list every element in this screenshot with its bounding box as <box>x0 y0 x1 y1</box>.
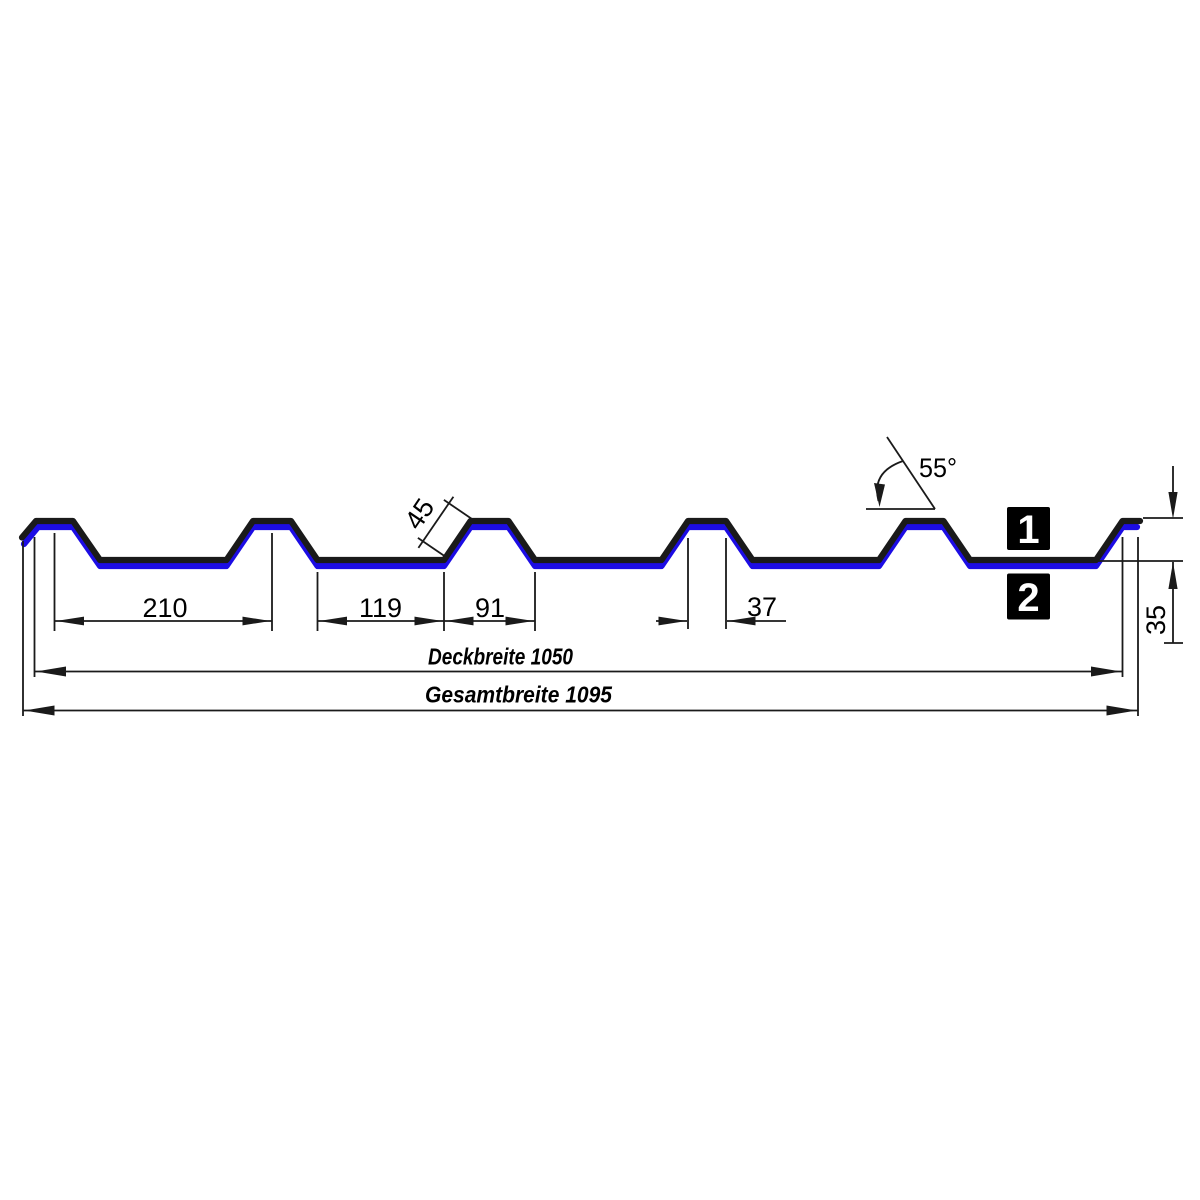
dimension-label-overall-width: Gesamtbreite 1095 <box>425 682 613 708</box>
arrowhead-right <box>242 616 271 626</box>
arrowhead-up <box>1168 562 1178 589</box>
dimension-flank-angle: 55° <box>866 436 957 510</box>
arrowhead-left <box>56 616 84 626</box>
arrowhead-left <box>36 666 66 677</box>
dimension-overall-width: Gesamtbreite 1095 <box>23 682 1138 716</box>
dimension-rib-pitch: 210 <box>54 593 272 626</box>
dimension-valley-width: 119 <box>317 593 444 626</box>
dimension-value-rib-pitch: 210 <box>142 593 187 623</box>
marker-top-face-box <box>1007 507 1050 550</box>
dimension-label-cover-width: Deckbreite 1050 <box>428 644 573 670</box>
profile-underside-line <box>20 523 1141 570</box>
arrowhead-left <box>319 616 347 626</box>
arrowhead-left <box>658 616 687 626</box>
dimension-value-profile-height: 35 <box>1141 605 1171 635</box>
dimension-profile-height: 35 <box>1098 466 1183 644</box>
dimension-value-rib-top: 37 <box>747 592 777 622</box>
profile-top-line <box>18 517 1144 564</box>
dimension-flank-length: 45 <box>399 493 476 560</box>
face-markers: 1 2 <box>1007 507 1050 620</box>
arrowhead-left <box>24 705 55 716</box>
arrowhead-right <box>1106 705 1137 716</box>
arrowhead-right <box>505 616 534 626</box>
marker-bottom-face-box <box>1007 573 1050 620</box>
angle-arrowhead <box>874 483 885 507</box>
tick-bottom <box>417 537 450 560</box>
angle-slant-line <box>886 436 936 510</box>
tick-top <box>443 499 476 522</box>
dimension-rib-base: 91 <box>444 593 535 626</box>
arrowhead-right <box>1091 666 1121 677</box>
dimension-value-valley-width: 119 <box>359 593 402 623</box>
arrowhead-right <box>414 616 443 626</box>
arrowhead-down <box>1168 492 1178 519</box>
arrowhead-left <box>445 616 474 626</box>
dimension-rib-top: 37 <box>656 592 786 626</box>
dimension-cover-width: Deckbreite 1050 <box>34 644 1123 677</box>
marker-top-face-number: 1 <box>1017 508 1039 552</box>
marker-bottom-face-number: 2 <box>1017 576 1039 620</box>
dimension-value-rib-base: 91 <box>475 593 505 623</box>
dimension-line <box>417 496 455 549</box>
dimension-value-flank-angle: 55° <box>919 453 957 483</box>
dimension-value-flank-length: 45 <box>399 493 441 535</box>
arrowhead-right <box>727 616 756 626</box>
sheet-profile <box>18 517 1144 570</box>
